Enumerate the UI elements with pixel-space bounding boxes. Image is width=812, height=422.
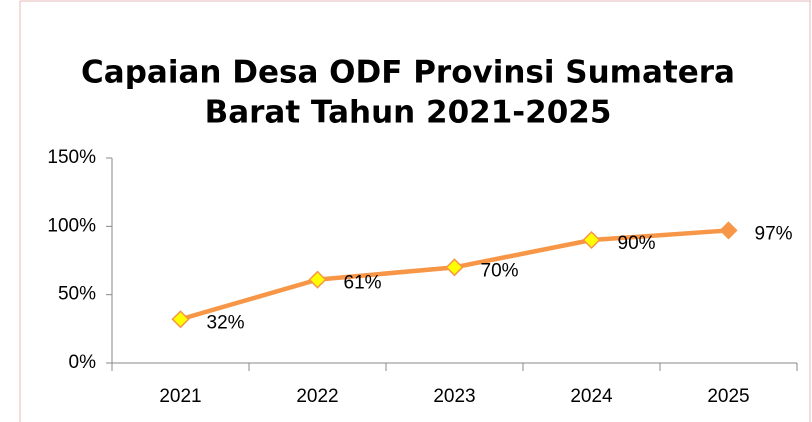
chart-title: Capaian Desa ODF Provinsi Sumatera (81, 55, 735, 91)
y-tick-label: 0% (69, 352, 97, 373)
y-tick-label: 100% (47, 215, 96, 236)
x-tick-label: 2025 (707, 386, 749, 407)
y-tick-label: 150% (47, 147, 96, 168)
data-marker (171, 310, 190, 329)
data-label: 32% (207, 312, 245, 333)
x-tick-label: 2023 (433, 386, 475, 407)
x-tick-label: 2022 (296, 386, 338, 407)
data-label: 70% (481, 260, 519, 281)
y-tick-label: 50% (58, 284, 96, 305)
x-tick-label: 2024 (570, 386, 613, 407)
data-marker (445, 258, 464, 277)
x-tick-label: 2021 (159, 386, 201, 407)
data-label: 61% (344, 273, 382, 294)
data-label: 97% (755, 223, 793, 244)
data-marker (308, 270, 327, 289)
data-label: 90% (618, 233, 656, 254)
data-marker (582, 230, 601, 250)
data-marker (719, 221, 738, 240)
chart-title: Barat Tahun 2021-2025 (205, 95, 612, 131)
